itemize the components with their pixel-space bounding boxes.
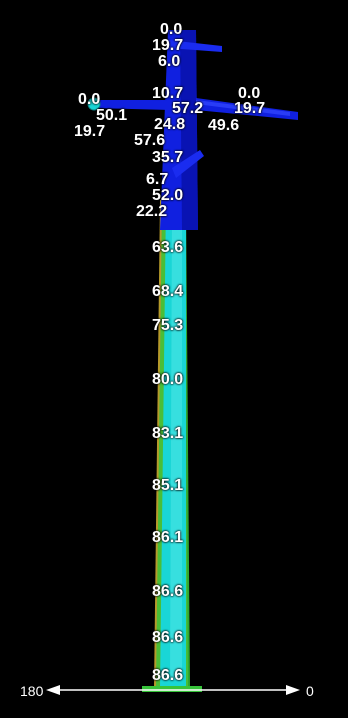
main-crossarm-left: [92, 100, 170, 110]
upper-mast-shade: [180, 30, 198, 230]
label-upper-a: 35.7: [152, 149, 184, 166]
label-shaft-5: 83.1: [152, 425, 184, 442]
lower-arm: [172, 150, 204, 178]
axis-label-right: 0: [306, 683, 314, 699]
tower-shaft: [160, 200, 186, 688]
insulator-node: [87, 97, 101, 111]
label-right-b: 19.7: [234, 100, 266, 117]
label-upper-b: 6.7: [146, 171, 169, 188]
axis-label-left: 180: [20, 683, 44, 699]
label-right-a: 0.0: [238, 85, 261, 102]
tower-base: [142, 686, 202, 692]
label-shaft-9: 86.6: [152, 629, 184, 646]
label-shaft-10: 86.6: [152, 667, 184, 684]
label-top-a: 0.0: [160, 21, 183, 38]
label-shaft-4: 80.0: [152, 371, 184, 388]
top-crossarm: [168, 40, 222, 52]
label-shaft-2: 68.4: [152, 283, 184, 300]
label-mid-b: 57.2: [172, 100, 204, 117]
label-shaft-1: 63.6: [152, 239, 184, 256]
label-left-a: 0.0: [78, 91, 101, 108]
label-shaft-6: 85.1: [152, 477, 184, 494]
label-upper-d: 22.2: [136, 203, 168, 220]
label-left-b: 50.1: [96, 107, 128, 124]
main-crossarm-right-light: [196, 100, 290, 116]
label-top-c: 6.0: [158, 53, 181, 70]
label-right-c: 49.6: [208, 117, 240, 134]
label-mid-a: 10.7: [152, 85, 184, 102]
axis-arrow-right: [286, 685, 300, 695]
tower-shaft-highlight: [170, 210, 182, 680]
label-top-b: 19.7: [152, 37, 184, 54]
label-shaft-3: 75.3: [152, 317, 184, 334]
label-upper-c: 52.0: [152, 187, 184, 204]
label-shaft-8: 86.6: [152, 583, 184, 600]
label-left-c: 19.7: [74, 123, 106, 140]
label-mid-c: 24.8: [154, 116, 186, 133]
axis-arrow-left: [46, 685, 60, 695]
label-shaft-7: 86.1: [152, 529, 184, 546]
label-mid-d: 57.6: [134, 132, 166, 149]
